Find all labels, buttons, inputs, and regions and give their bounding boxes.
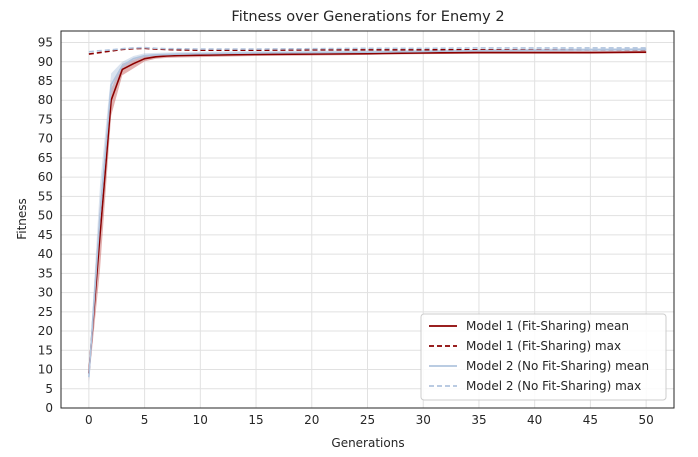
model-2-no-fit-sharing-mean-line — [88, 48, 647, 378]
legend-entry-label: Model 2 (No Fit-Sharing) mean — [466, 359, 649, 373]
x-axis-ticks: 0 5 10 15 20 25 30 35 40 45 50 — [85, 413, 654, 427]
y-tick-label: 25 — [38, 305, 53, 319]
y-tick-label: 15 — [38, 343, 53, 357]
x-tick-label: 20 — [304, 413, 319, 427]
legend-entry-label: Model 1 (Fit-Sharing) max — [466, 339, 621, 353]
x-tick-label: 5 — [141, 413, 149, 427]
plot-frame — [60, 30, 675, 409]
legend-box — [420, 313, 667, 401]
y-tick-label: 60 — [38, 170, 53, 184]
y-tick-label: 35 — [38, 266, 53, 280]
model-1-fit-sharing-max-line — [88, 47, 647, 55]
x-tick-label: 40 — [527, 413, 542, 427]
y-tick-label: 95 — [38, 36, 53, 50]
y-tick-label: 65 — [38, 151, 53, 165]
series-lines — [88, 46, 647, 378]
y-tick-label: 85 — [38, 74, 53, 88]
legend-entry-label: Model 1 (Fit-Sharing) mean — [466, 319, 629, 333]
x-tick-label: 25 — [360, 413, 375, 427]
y-axis-label: Fitness — [15, 198, 29, 240]
y-tick-label: 30 — [38, 286, 53, 300]
x-tick-label: 45 — [583, 413, 598, 427]
x-tick-label: 0 — [85, 413, 93, 427]
y-tick-label: 5 — [45, 382, 53, 396]
y-tick-label: 80 — [38, 93, 53, 107]
model-2-no-fit-sharing-max-line — [88, 46, 647, 53]
x-tick-label: 35 — [471, 413, 486, 427]
y-tick-label: 45 — [38, 228, 53, 242]
model-1-fit-sharing-mean-line — [88, 51, 647, 374]
y-tick-label: 90 — [38, 55, 53, 69]
y-tick-label: 0 — [45, 401, 53, 415]
y-tick-label: 40 — [38, 247, 53, 261]
x-tick-label: 10 — [193, 413, 208, 427]
y-tick-label: 50 — [38, 209, 53, 223]
y-tick-label: 75 — [38, 112, 53, 126]
x-tick-label: 15 — [248, 413, 263, 427]
y-tick-label: 55 — [38, 189, 53, 203]
x-tick-label: 50 — [638, 413, 653, 427]
x-tick-label: 30 — [416, 413, 431, 427]
y-axis-ticks: 0 5 10 15 20 25 30 35 40 45 50 55 60 65 70 75 80 85 90 95 — [38, 36, 53, 415]
x-axis-label: Generations — [331, 436, 404, 450]
y-tick-label: 10 — [38, 363, 53, 377]
chart-title: Fitness over Generations for Enemy 2 — [231, 9, 504, 25]
legend: Model 1 (Fit-Sharing) mean Model 1 (Fit-S… — [420, 313, 667, 401]
legend-entry-label: Model 2 (No Fit-Sharing) max — [466, 379, 641, 393]
y-tick-label: 70 — [38, 132, 53, 146]
y-tick-label: 20 — [38, 324, 53, 338]
